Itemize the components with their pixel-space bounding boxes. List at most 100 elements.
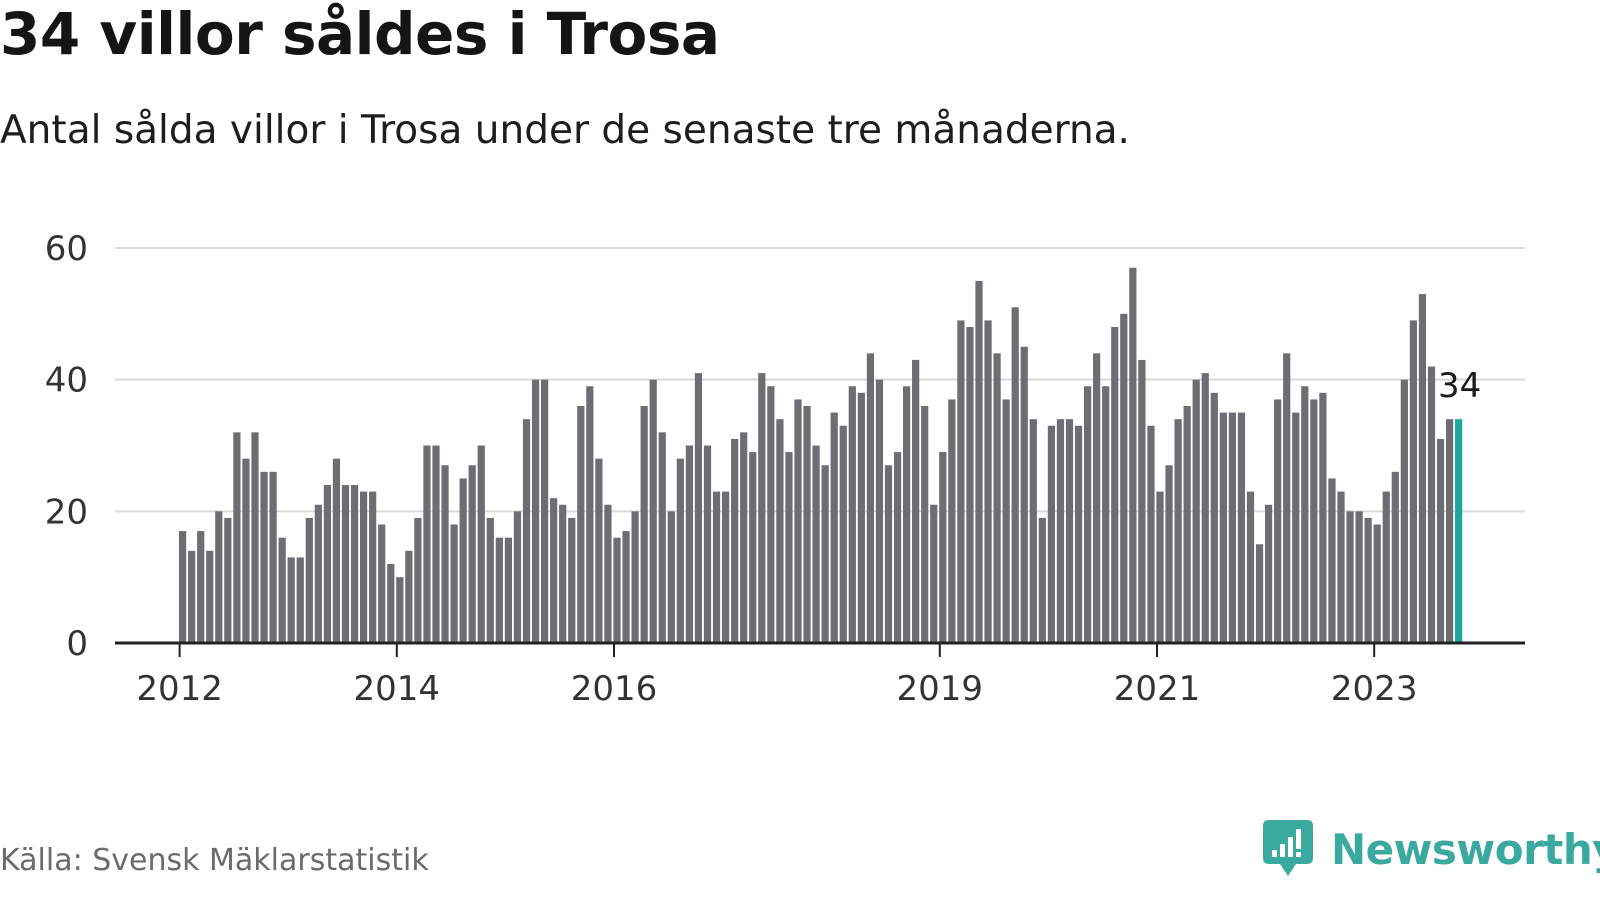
bar (305, 517, 313, 643)
bar (242, 458, 250, 643)
bar (1255, 544, 1264, 643)
bar (740, 432, 748, 643)
bar (948, 399, 956, 643)
bar (622, 531, 630, 643)
bar (550, 498, 558, 643)
bar (215, 511, 223, 643)
bar (857, 392, 865, 643)
bar (993, 353, 1001, 643)
newsworthy-logo-icon (1263, 820, 1313, 876)
brand-name: Newsworthy (1331, 824, 1600, 874)
bar (1246, 491, 1255, 643)
bar (1364, 517, 1372, 643)
bar (1038, 517, 1046, 643)
bar (1301, 386, 1309, 643)
bar (984, 320, 992, 643)
bar (504, 537, 512, 643)
bar (1174, 419, 1182, 643)
bar (776, 419, 784, 643)
bar (332, 458, 341, 643)
bar (387, 564, 395, 643)
bar (1147, 425, 1155, 643)
bar (586, 386, 594, 643)
bar (1129, 267, 1137, 643)
bar (233, 432, 241, 643)
bar (206, 550, 214, 643)
bar (405, 550, 413, 643)
bar (1346, 511, 1354, 643)
x-tick-label: 2016 (571, 669, 658, 709)
bar (1400, 379, 1408, 643)
bar (568, 517, 576, 643)
bar (966, 327, 974, 643)
bar (1409, 320, 1417, 643)
bar (531, 379, 540, 643)
bar (179, 531, 187, 643)
bar (1074, 425, 1083, 643)
x-tick-label: 2012 (136, 669, 223, 709)
x-tick-label: 2019 (897, 669, 984, 709)
bar (722, 491, 730, 643)
bar (903, 386, 911, 643)
bar (541, 379, 549, 643)
bar (912, 359, 920, 643)
bar (1065, 419, 1074, 643)
bar (360, 491, 368, 643)
bar (459, 478, 467, 643)
bar (1328, 478, 1336, 643)
bar (396, 577, 404, 643)
bar (875, 379, 884, 643)
bar (577, 406, 585, 643)
bar (1093, 353, 1101, 643)
bar (513, 511, 522, 643)
bar (685, 445, 693, 643)
bar (486, 517, 494, 643)
bar (1310, 399, 1318, 643)
bar (1219, 412, 1227, 643)
bar (522, 419, 531, 643)
bar (893, 452, 902, 643)
bar (423, 445, 431, 643)
bar (468, 465, 476, 643)
bar (477, 445, 485, 643)
bar (1138, 359, 1146, 643)
bar (1102, 386, 1110, 643)
bar (296, 557, 304, 643)
bar (1183, 406, 1191, 643)
bar (785, 452, 793, 643)
bar (441, 465, 449, 643)
brand-logo: Newsworthy (1263, 820, 1600, 878)
bar (884, 465, 893, 643)
bar (188, 550, 196, 643)
chart-subtitle: Antal sålda villor i Trosa under de sena… (0, 108, 1130, 153)
bar (595, 458, 603, 643)
bar (1337, 491, 1345, 643)
bar (260, 471, 268, 643)
x-tick-label: 2023 (1331, 669, 1418, 709)
bar (821, 465, 829, 643)
bar (197, 531, 205, 643)
y-tick-label: 20 (45, 492, 88, 532)
bar (631, 511, 639, 643)
bar (839, 425, 847, 643)
bar (830, 412, 838, 643)
bar (604, 504, 612, 643)
bar (287, 557, 295, 643)
bar (1020, 346, 1028, 643)
bar (703, 445, 712, 643)
bar (1373, 524, 1381, 643)
bar (866, 353, 874, 643)
highlight-value-label: 34 (1438, 366, 1481, 406)
bar (350, 485, 359, 643)
bar (649, 379, 657, 643)
bar (1165, 465, 1173, 643)
bar (224, 517, 232, 643)
bar (731, 438, 739, 643)
bar (378, 524, 386, 643)
bar (341, 485, 350, 643)
bar (1156, 491, 1164, 643)
bar (1292, 412, 1300, 643)
bar (1418, 294, 1427, 643)
bar (1382, 491, 1390, 643)
x-tick-label: 2014 (354, 669, 441, 709)
